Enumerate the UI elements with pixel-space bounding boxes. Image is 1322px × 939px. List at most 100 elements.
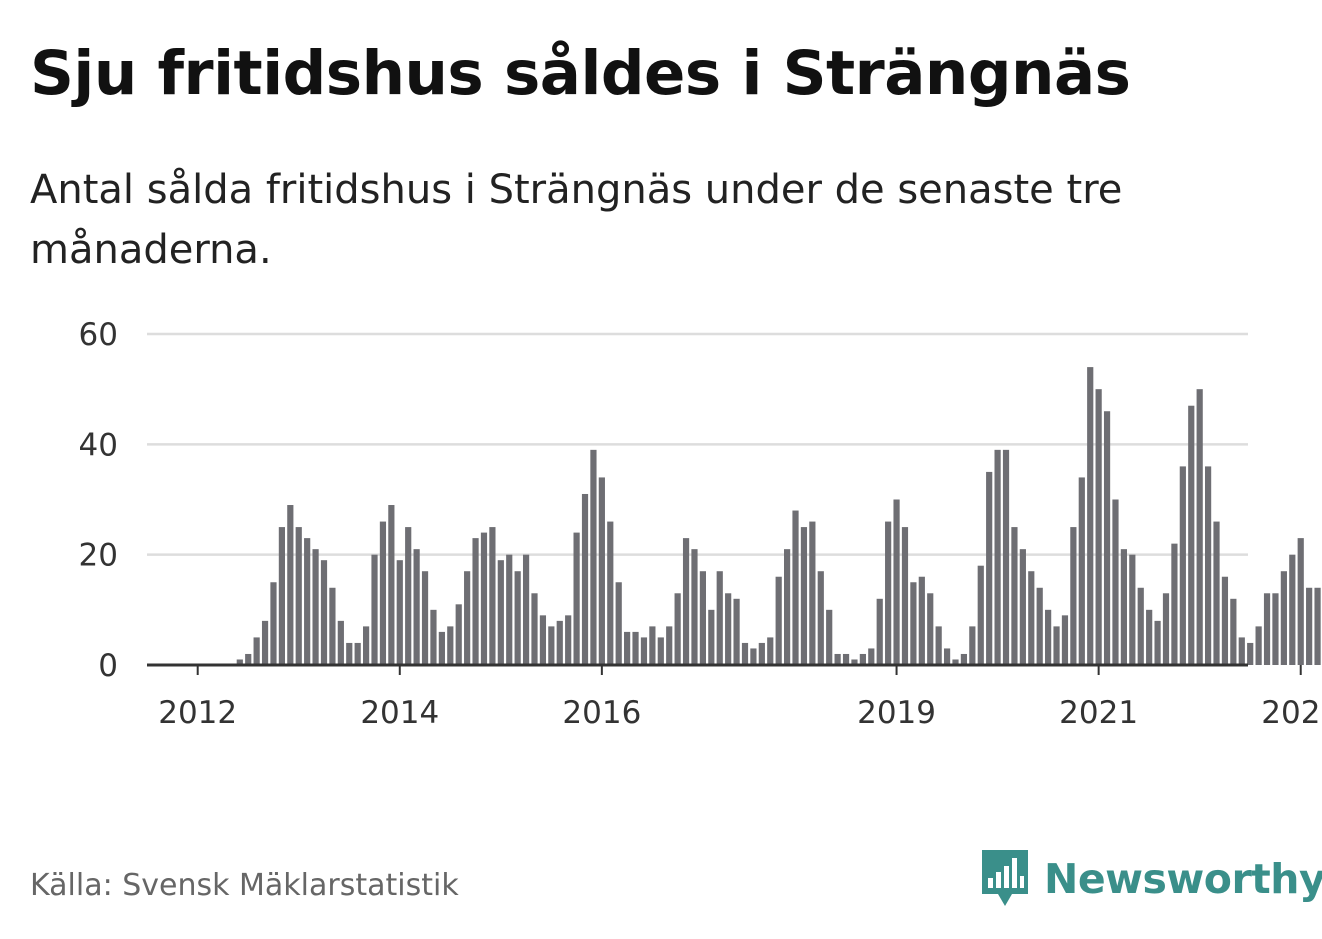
y-tick-label: 0	[98, 648, 118, 684]
bar	[539, 615, 547, 665]
bar	[1146, 609, 1153, 665]
bar	[472, 538, 479, 665]
bar	[834, 653, 841, 665]
bar	[1272, 593, 1279, 665]
axes	[147, 663, 1302, 675]
bar	[775, 576, 782, 665]
bar	[876, 598, 883, 665]
bar	[842, 653, 850, 665]
bar	[430, 609, 437, 665]
bar	[960, 653, 968, 665]
bar	[851, 659, 858, 665]
y-tick-label: 40	[79, 427, 118, 463]
bar	[287, 505, 294, 665]
bar	[624, 631, 631, 665]
bar	[1129, 554, 1136, 665]
x-tick-label: 2019	[857, 695, 936, 731]
bar	[413, 549, 420, 665]
bar	[691, 549, 698, 665]
bar	[1230, 598, 1237, 665]
bar	[725, 593, 732, 665]
x-tick-label: 2012	[158, 695, 237, 731]
bar	[329, 587, 336, 665]
bar	[918, 576, 925, 665]
bar	[1306, 587, 1313, 665]
bar	[598, 477, 605, 665]
bar	[750, 648, 757, 665]
bar	[1002, 449, 1010, 665]
bar	[1120, 549, 1127, 665]
bar	[346, 642, 353, 665]
bar	[1078, 477, 1085, 665]
bar	[1162, 593, 1170, 665]
bar	[1221, 576, 1229, 665]
bar	[1213, 521, 1220, 665]
bar	[910, 582, 917, 665]
bar	[649, 626, 656, 665]
bar	[1205, 466, 1212, 665]
bar	[699, 571, 706, 665]
bar	[615, 582, 622, 665]
bar	[1280, 571, 1287, 665]
bar	[1238, 637, 1245, 665]
brand-name: Newsworthy	[1044, 855, 1322, 903]
bar	[657, 637, 664, 665]
bar	[1095, 389, 1102, 665]
bar	[556, 620, 563, 665]
bar	[1112, 499, 1119, 665]
bar	[682, 538, 690, 665]
bar	[354, 642, 361, 665]
bar	[438, 631, 445, 665]
bar	[295, 527, 302, 665]
bar	[1019, 549, 1026, 665]
bar	[371, 554, 378, 665]
bar	[565, 615, 572, 665]
bar	[245, 653, 252, 665]
bar	[640, 637, 648, 665]
bar	[809, 521, 816, 665]
bar	[733, 598, 740, 665]
bar	[1247, 642, 1254, 665]
bar	[447, 626, 454, 665]
bar	[455, 604, 462, 665]
bar	[1061, 615, 1069, 665]
bar	[497, 560, 504, 665]
bar	[363, 626, 370, 665]
bar	[1255, 626, 1262, 665]
bar	[514, 571, 521, 665]
bar	[666, 626, 673, 665]
bar	[261, 620, 269, 665]
bar	[531, 593, 538, 665]
bar	[758, 642, 765, 665]
bar	[1188, 405, 1195, 665]
bar	[590, 449, 597, 665]
bar	[1053, 626, 1060, 665]
bar	[573, 532, 580, 665]
chart-subtitle: Antal sålda fritidshus i Strängnäs under…	[30, 167, 1123, 273]
bar	[943, 648, 951, 665]
bar	[1179, 466, 1186, 665]
bar	[935, 626, 942, 665]
bar	[826, 609, 833, 665]
bar	[278, 527, 285, 665]
x-tick-label: 2016	[562, 695, 641, 731]
chart-title: Sju fritidshus såldes i Strängnäs	[30, 38, 1131, 109]
bar	[522, 554, 530, 665]
bar	[952, 659, 959, 665]
x-tick-label: 2014	[360, 695, 439, 731]
bar	[489, 527, 496, 665]
x-tick-label: 2023	[1261, 695, 1322, 731]
bar	[253, 637, 260, 665]
bar	[421, 571, 429, 665]
bar	[716, 571, 723, 665]
bar	[767, 637, 774, 665]
bar	[1087, 367, 1094, 665]
bar	[1314, 587, 1321, 665]
bar	[270, 582, 277, 665]
bar	[792, 510, 799, 665]
bar	[674, 593, 681, 665]
bar	[379, 521, 387, 665]
bar	[994, 449, 1001, 665]
bar	[480, 532, 488, 665]
bar	[901, 527, 909, 665]
